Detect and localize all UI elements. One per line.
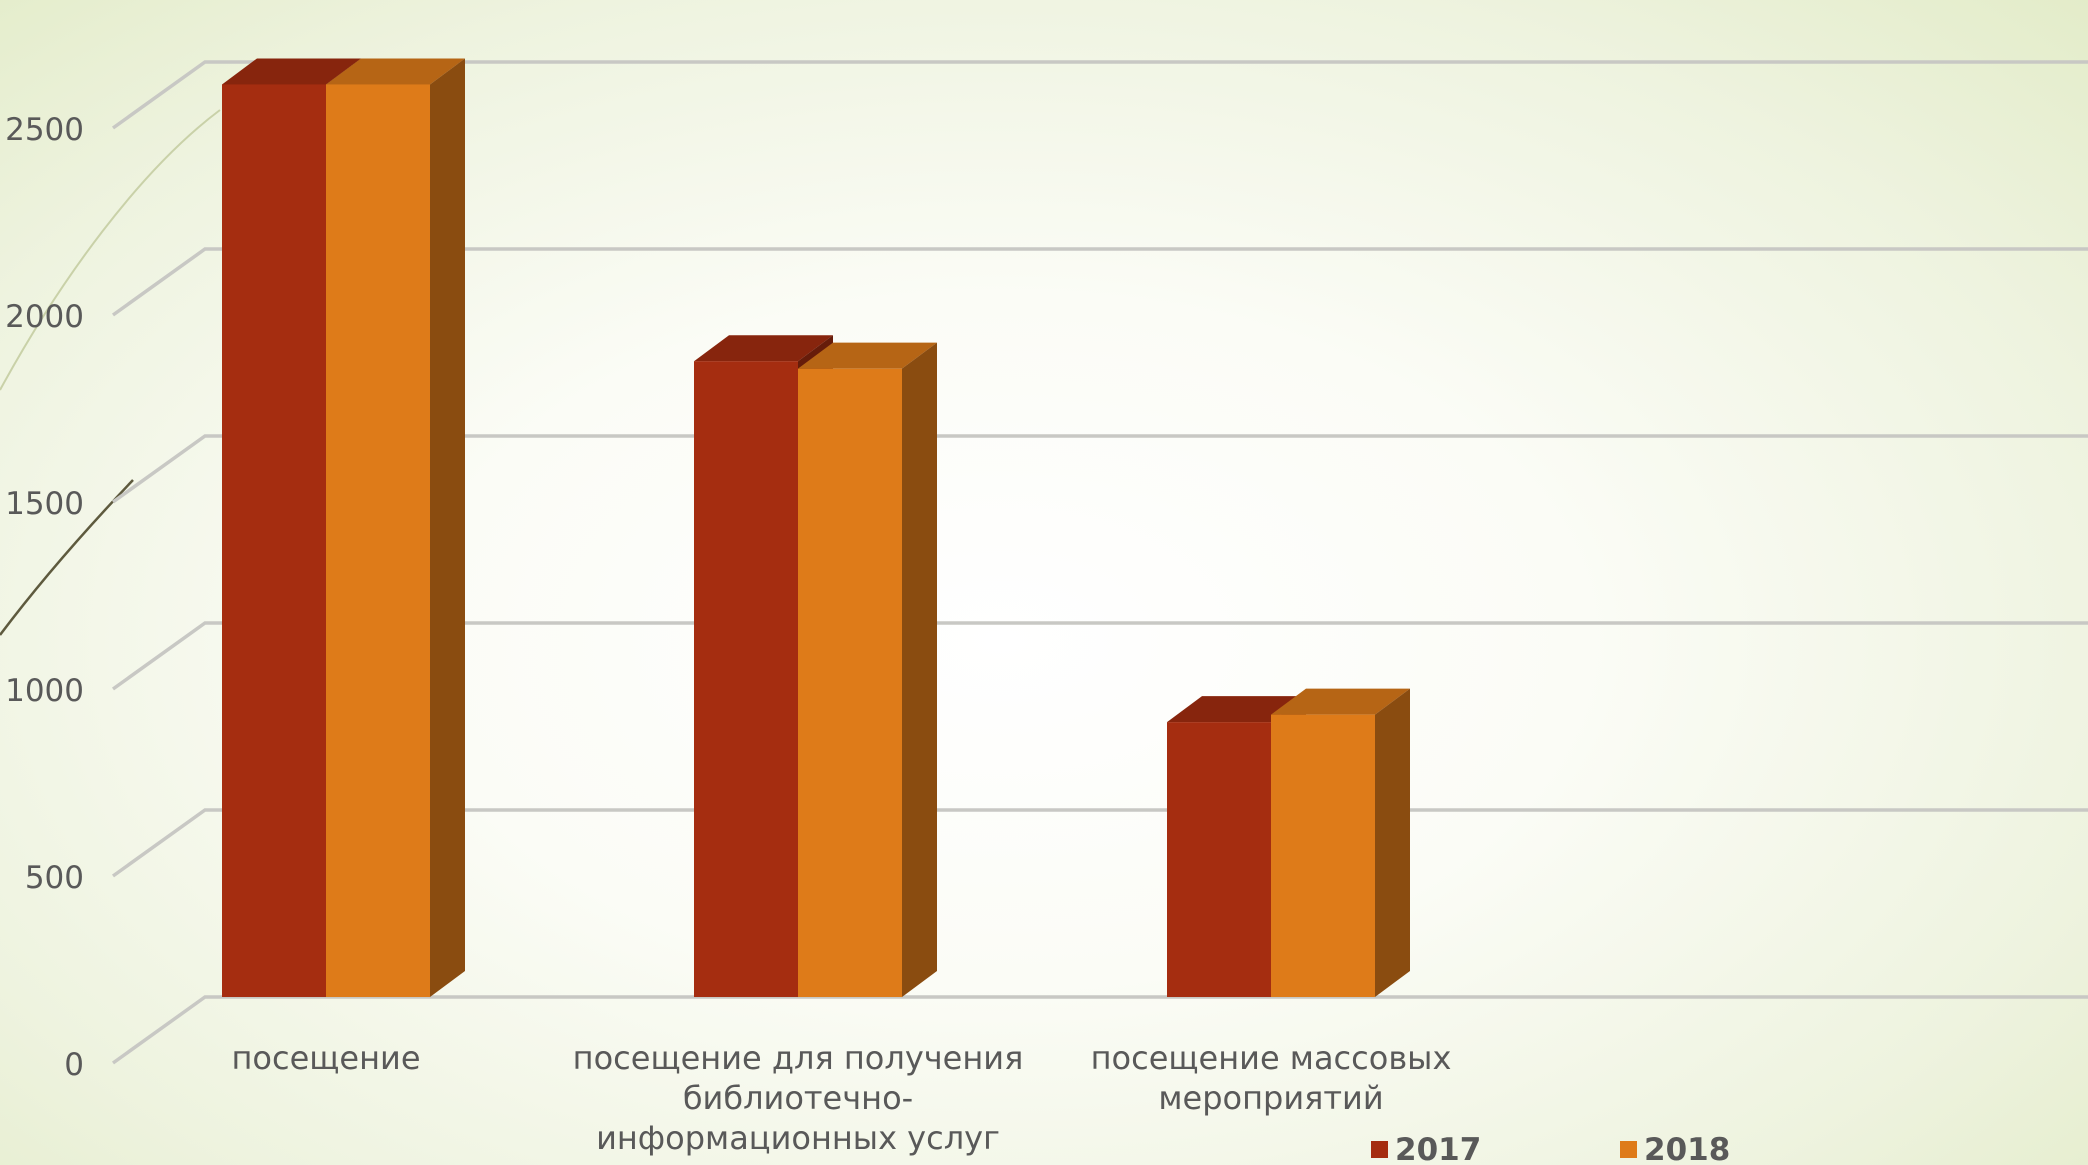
bar-front-face (326, 84, 430, 997)
x-category-label: посещение массовых мероприятий (1091, 1039, 1452, 1117)
bar-side-face (430, 58, 465, 997)
y-tick-label: 0 (64, 1047, 84, 1083)
gridline (111, 247, 2088, 317)
gridlines (111, 60, 2088, 1065)
y-tick-label: 500 (25, 860, 84, 896)
gridline (111, 60, 2088, 130)
y-tick-label: 2000 (5, 299, 84, 335)
legend-item: 2018 (1620, 1132, 1730, 1165)
x-category-label: посещение для получения библиотечно-инфор… (573, 1039, 1024, 1157)
legend-label: 2018 (1644, 1132, 1730, 1165)
bar-top-face (326, 58, 465, 85)
gridline (111, 434, 2088, 504)
bar-front-face (1271, 714, 1375, 997)
bar-front-face (1167, 722, 1271, 997)
gridline (111, 808, 2088, 878)
bar-front-face (694, 361, 798, 997)
y-axis-tick-labels: 0 500 1000 1500 2000 2500 (5, 112, 84, 1083)
bar-side-face (902, 342, 937, 997)
legend-swatch (1620, 1141, 1637, 1158)
x-category-label: посещение (231, 1039, 420, 1077)
bar (798, 342, 937, 997)
bar-top-face (798, 342, 937, 369)
x-axis-category-labels: посещение посещение для получения библиоте… (231, 1039, 1451, 1157)
bar-top-face (1271, 688, 1410, 715)
bar-top-face (694, 335, 833, 362)
legend-item: 2017 (1371, 1132, 1481, 1165)
bar-top-face (222, 58, 361, 85)
y-tick-label: 1000 (5, 673, 84, 709)
bar-front-face (798, 368, 902, 997)
gridline (111, 995, 2088, 1065)
gridline (111, 621, 2088, 691)
legend-swatch (1371, 1141, 1388, 1158)
y-tick-label: 2500 (5, 112, 84, 148)
bar (1271, 688, 1410, 997)
decorative-curve (0, 479, 134, 636)
y-tick-label: 1500 (5, 486, 84, 522)
bar (326, 58, 465, 997)
legend-label: 2017 (1395, 1132, 1481, 1165)
decorative-curve (0, 109, 221, 391)
bar-side-face (1375, 688, 1410, 997)
legend: 2017 2018 (1371, 1132, 1730, 1165)
bar-front-face (222, 84, 326, 997)
bars (222, 58, 1410, 997)
